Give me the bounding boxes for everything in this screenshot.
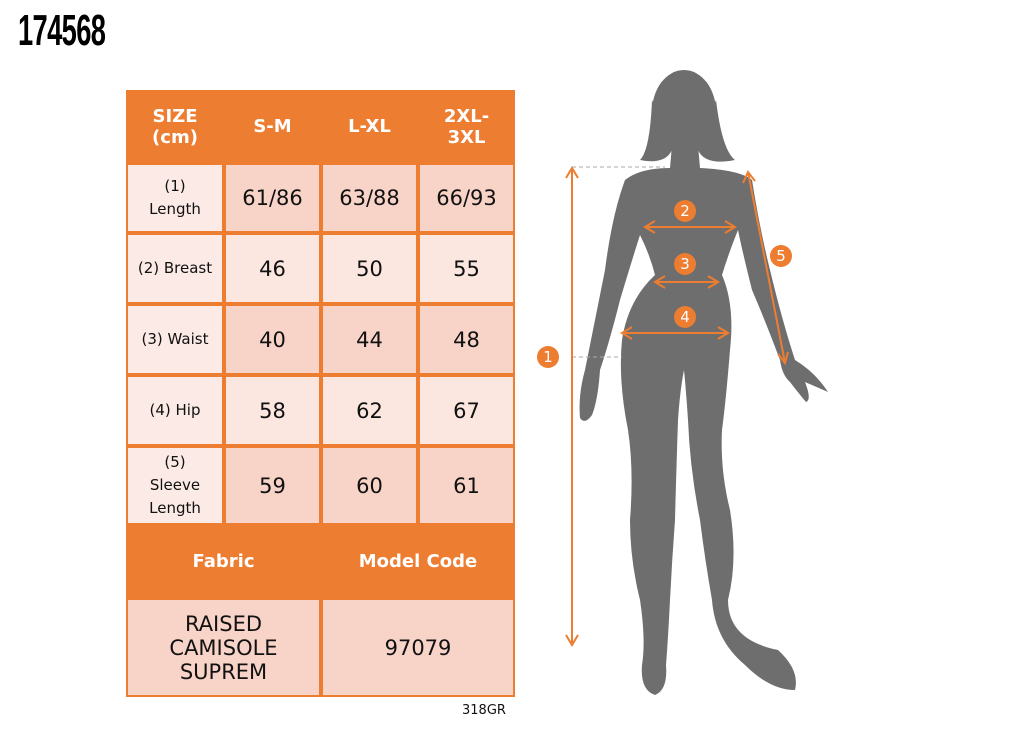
cell-text: 50 [356, 256, 383, 281]
cell-text: Fabric [192, 551, 255, 572]
header-cell: S-M [224, 90, 321, 163]
cell-text: 97079 [384, 635, 452, 660]
size-value: 59 [226, 448, 319, 523]
reference-code: 318GR [462, 703, 506, 718]
cell-text: 44 [356, 327, 383, 352]
footer-cell: 97079 [323, 600, 513, 695]
size-value: 62 [323, 377, 416, 444]
marker-circle [770, 245, 792, 267]
cell-text: 46 [259, 256, 286, 281]
cell-text: 48 [453, 327, 480, 352]
footer-header-cell: Model Code [321, 525, 515, 598]
marker-number: 5 [776, 247, 786, 265]
row-label: (5) Sleeve Length [128, 448, 222, 523]
marker: 5 [770, 245, 792, 267]
cell-text: 2XL-3XL [443, 105, 490, 148]
cell-text: L-XL [348, 116, 391, 137]
guide-lines [572, 166, 665, 358]
marker-number: 3 [680, 255, 690, 273]
size-value: 40 [226, 306, 319, 373]
cell-text: 58 [259, 398, 286, 423]
marker-circle [537, 346, 559, 368]
size-value: 58 [226, 377, 319, 444]
cell-text: 63/88 [339, 186, 400, 210]
header-cell: SIZE (cm) [126, 90, 224, 163]
cell-text: (2) Breast [137, 259, 213, 277]
marker-number: 1 [543, 348, 553, 366]
cell-text: 61/86 [242, 186, 303, 210]
marker-number: 4 [680, 308, 690, 326]
cell-text: S-M [253, 116, 292, 137]
footer-header-cell: Fabric [126, 525, 321, 598]
cell-text: (1) Length [149, 177, 201, 218]
size-value: 63/88 [323, 165, 416, 231]
marker-circle [674, 200, 696, 222]
marker-circle [674, 253, 696, 275]
cell-text: (3) Waist [141, 330, 209, 348]
size-value: 61 [420, 448, 513, 523]
product-code: 174568 [18, 6, 106, 55]
marker-number: 2 [680, 202, 690, 220]
body-figure: 1 2 3 4 5 [537, 70, 828, 695]
cell-text: SIZE (cm) [152, 105, 198, 148]
cell-text: 62 [356, 398, 383, 423]
row-label: (3) Waist [128, 306, 222, 373]
size-value: 60 [323, 448, 416, 523]
size-value: 48 [420, 306, 513, 373]
size-value: 46 [226, 235, 319, 302]
size-value: 55 [420, 235, 513, 302]
cell-text: 59 [259, 473, 286, 498]
size-value: 66/93 [420, 165, 513, 231]
measure-arrows [565, 166, 789, 647]
size-value: 67 [420, 377, 513, 444]
cell-text: 66/93 [436, 186, 497, 210]
header-cell: 2XL-3XL [418, 90, 515, 163]
cell-text: (5) Sleeve Length [149, 453, 201, 517]
marker: 2 [674, 200, 696, 222]
footer-cell: RAISED CAMISOLE SUPREM [128, 600, 319, 695]
marker-circle [674, 306, 696, 328]
marker: 1 [537, 346, 559, 368]
row-label: (4) Hip [128, 377, 222, 444]
cell-text: RAISED CAMISOLE SUPREM [169, 611, 278, 684]
row-label: (2) Breast [128, 235, 222, 302]
cell-text: Model Code [358, 551, 478, 572]
size-table: SIZE (cm) S-M L-XL 2XL-3XL (1) Length 61/86 63… [126, 90, 515, 697]
cell-text: 61 [453, 473, 480, 498]
marker: 3 [674, 253, 696, 275]
cell-text: 67 [453, 398, 480, 423]
silhouette [579, 70, 828, 695]
row-label: (1) Length [128, 165, 222, 231]
cell-text: 40 [259, 327, 286, 352]
marker: 4 [674, 306, 696, 328]
size-value: 61/86 [226, 165, 319, 231]
cell-text: 60 [356, 473, 383, 498]
header-cell: L-XL [321, 90, 418, 163]
size-value: 44 [323, 306, 416, 373]
size-value: 50 [323, 235, 416, 302]
cell-text: 55 [453, 256, 480, 281]
cell-text: (4) Hip [149, 401, 201, 419]
